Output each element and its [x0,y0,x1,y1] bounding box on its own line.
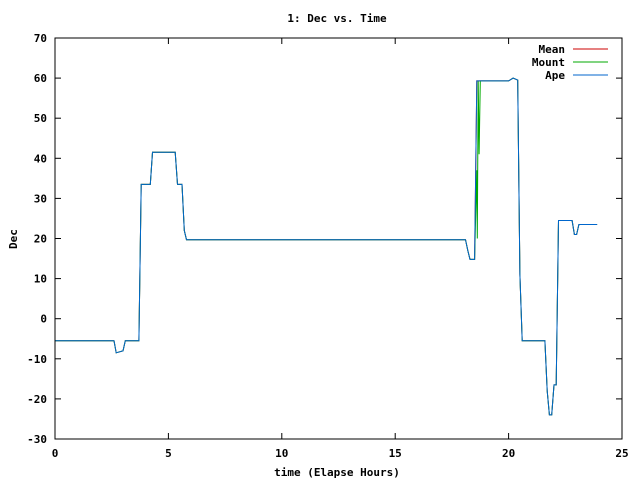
y-tick-label: 20 [34,233,47,246]
y-axis-label: Dec [7,229,20,249]
y-tick-label: -20 [27,393,47,406]
y-tick-label: 10 [34,273,47,286]
series-line-ape [55,77,598,416]
y-tick-label: -30 [27,433,47,446]
legend-label-mean: Mean [539,43,566,56]
y-tick-label: -10 [27,353,47,366]
x-tick-label: 20 [502,447,515,460]
y-tick-label: 70 [34,32,47,45]
y-tick-label: 50 [34,112,47,125]
x-axis-label: time (Elapse Hours) [274,466,400,479]
chart-title: 1: Dec vs. Time [287,12,387,25]
legend-label-ape: Ape [545,69,565,82]
x-tick-label: 15 [389,447,402,460]
y-tick-label: 0 [40,313,47,326]
x-tick-label: 25 [615,447,628,460]
y-tick-label: 30 [34,192,47,205]
y-tick-label: 40 [34,152,47,165]
legend-label-mount: Mount [532,56,565,69]
x-tick-label: 0 [52,447,59,460]
series-layer [55,77,598,416]
x-tick-label: 10 [275,447,288,460]
x-tick-label: 5 [165,447,172,460]
tick-layer: 0 5 10 15 20 25 -30 -20 -10 0 10 20 30 40 50 60 70 [27,32,629,460]
y-tick-label: 60 [34,72,47,85]
